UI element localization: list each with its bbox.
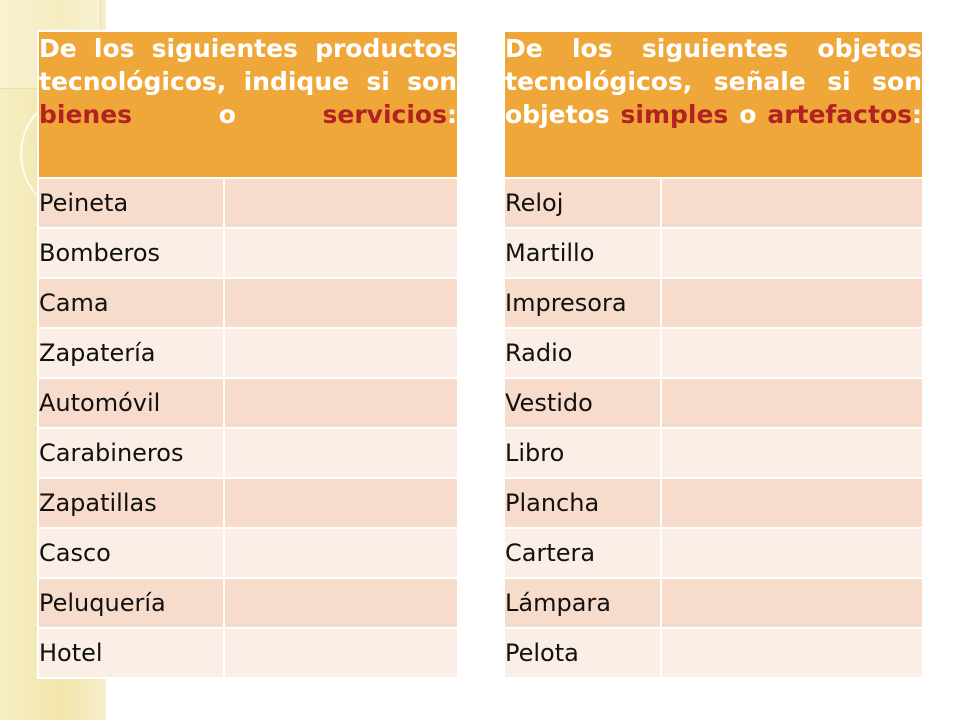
answer-cell[interactable] [659, 477, 925, 529]
item-label: Lámpara [503, 577, 662, 629]
item-label: Zapatería [37, 327, 225, 379]
item-label: Zapatillas [37, 477, 225, 529]
answer-cell[interactable] [659, 427, 925, 479]
answer-cell[interactable] [223, 377, 459, 429]
item-label: Pelota [503, 627, 662, 679]
answer-cell[interactable] [659, 527, 925, 579]
table-row: Impresora [503, 277, 925, 329]
answer-cell[interactable] [223, 427, 459, 479]
answer-cell[interactable] [223, 527, 459, 579]
header-highlight-simples: simples [620, 100, 729, 129]
table-row: Radio [503, 327, 925, 379]
item-label: Martillo [503, 227, 662, 279]
objects-table: De los siguientes objetos tecnológicos, … [502, 30, 925, 679]
header-highlight-artefactos: artefactos [767, 100, 913, 129]
answer-cell[interactable] [223, 277, 459, 329]
answer-cell[interactable] [659, 327, 925, 379]
table-row: Pelota [503, 627, 925, 679]
table-row: Reloj [503, 177, 925, 229]
table-row: Libro [503, 427, 925, 479]
table-row: Cama [37, 277, 459, 329]
answer-cell[interactable] [659, 177, 925, 229]
item-label: Radio [503, 327, 662, 379]
answer-cell[interactable] [223, 627, 459, 679]
item-label: Vestido [503, 377, 662, 429]
item-label: Carabineros [37, 427, 225, 479]
answer-cell[interactable] [223, 327, 459, 379]
answer-cell[interactable] [659, 227, 925, 279]
header-highlight-servicios: servicios [322, 100, 447, 129]
table-row: Plancha [503, 477, 925, 529]
table-row: Lámpara [503, 577, 925, 629]
answer-cell[interactable] [659, 377, 925, 429]
header-text: o [728, 100, 768, 129]
table-row: Martillo [503, 227, 925, 279]
answer-cell[interactable] [659, 577, 925, 629]
table-row: Bomberos [37, 227, 459, 279]
item-label: Cartera [503, 527, 662, 579]
table-row: Zapatillas [37, 477, 459, 529]
table-row: Cartera [503, 527, 925, 579]
header-text: De los siguientes productos tecnológicos… [39, 34, 457, 96]
answer-cell[interactable] [223, 177, 459, 229]
item-label: Libro [503, 427, 662, 479]
answer-cell[interactable] [659, 277, 925, 329]
table-row: Peineta [37, 177, 459, 229]
header-text: : [912, 100, 923, 129]
item-label: Bomberos [37, 227, 225, 279]
header-text: De los siguientes objetos tecnológicos, … [505, 34, 923, 129]
item-label: Automóvil [37, 377, 225, 429]
item-label: Peluquería [37, 577, 225, 629]
item-label: Casco [37, 527, 225, 579]
item-label: Reloj [503, 177, 662, 229]
answer-cell[interactable] [659, 627, 925, 679]
item-label: Hotel [37, 627, 225, 679]
answer-cell[interactable] [223, 227, 459, 279]
answer-cell[interactable] [223, 477, 459, 529]
item-label: Plancha [503, 477, 662, 529]
objects-table-header: De los siguientes objetos tecnológicos, … [502, 30, 925, 179]
item-label: Impresora [503, 277, 662, 329]
products-table-header: De los siguientes productos tecnológicos… [37, 30, 459, 179]
header-highlight-bienes: bienes [39, 100, 133, 129]
header-text: o [132, 100, 323, 129]
table-row: Peluquería [37, 577, 459, 629]
table-row: Zapatería [37, 327, 459, 379]
item-label: Peineta [37, 177, 225, 229]
table-row: Vestido [503, 377, 925, 429]
products-table: De los siguientes productos tecnológicos… [37, 30, 459, 679]
table-row: Casco [37, 527, 459, 579]
table-row: Carabineros [37, 427, 459, 479]
answer-cell[interactable] [223, 577, 459, 629]
table-row: Hotel [37, 627, 459, 679]
header-text: : [447, 100, 457, 129]
item-label: Cama [37, 277, 225, 329]
table-row: Automóvil [37, 377, 459, 429]
